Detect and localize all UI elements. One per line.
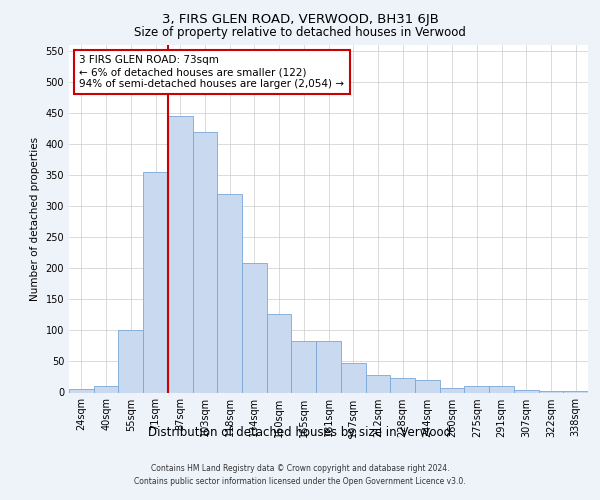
Text: Size of property relative to detached houses in Verwood: Size of property relative to detached ho… — [134, 26, 466, 39]
Bar — [217, 194, 242, 392]
Bar — [69, 390, 94, 392]
Y-axis label: Number of detached properties: Number of detached properties — [30, 136, 40, 301]
Bar — [316, 341, 341, 392]
Bar — [267, 314, 292, 392]
Bar — [415, 380, 440, 392]
Bar — [341, 362, 365, 392]
Text: Contains public sector information licensed under the Open Government Licence v3: Contains public sector information licen… — [134, 477, 466, 486]
Bar — [464, 386, 489, 392]
Bar — [489, 386, 514, 392]
Bar — [118, 330, 143, 392]
Bar — [168, 116, 193, 392]
Text: Distribution of detached houses by size in Verwood: Distribution of detached houses by size … — [148, 426, 452, 439]
Bar — [193, 132, 217, 392]
Bar — [242, 264, 267, 392]
Text: 3 FIRS GLEN ROAD: 73sqm
← 6% of detached houses are smaller (122)
94% of semi-de: 3 FIRS GLEN ROAD: 73sqm ← 6% of detached… — [79, 56, 344, 88]
Text: 3, FIRS GLEN ROAD, VERWOOD, BH31 6JB: 3, FIRS GLEN ROAD, VERWOOD, BH31 6JB — [161, 12, 439, 26]
Bar — [143, 172, 168, 392]
Bar — [390, 378, 415, 392]
Text: Contains HM Land Registry data © Crown copyright and database right 2024.: Contains HM Land Registry data © Crown c… — [151, 464, 449, 473]
Bar — [514, 390, 539, 392]
Bar — [440, 388, 464, 392]
Bar — [292, 341, 316, 392]
Bar — [94, 386, 118, 392]
Bar — [365, 375, 390, 392]
